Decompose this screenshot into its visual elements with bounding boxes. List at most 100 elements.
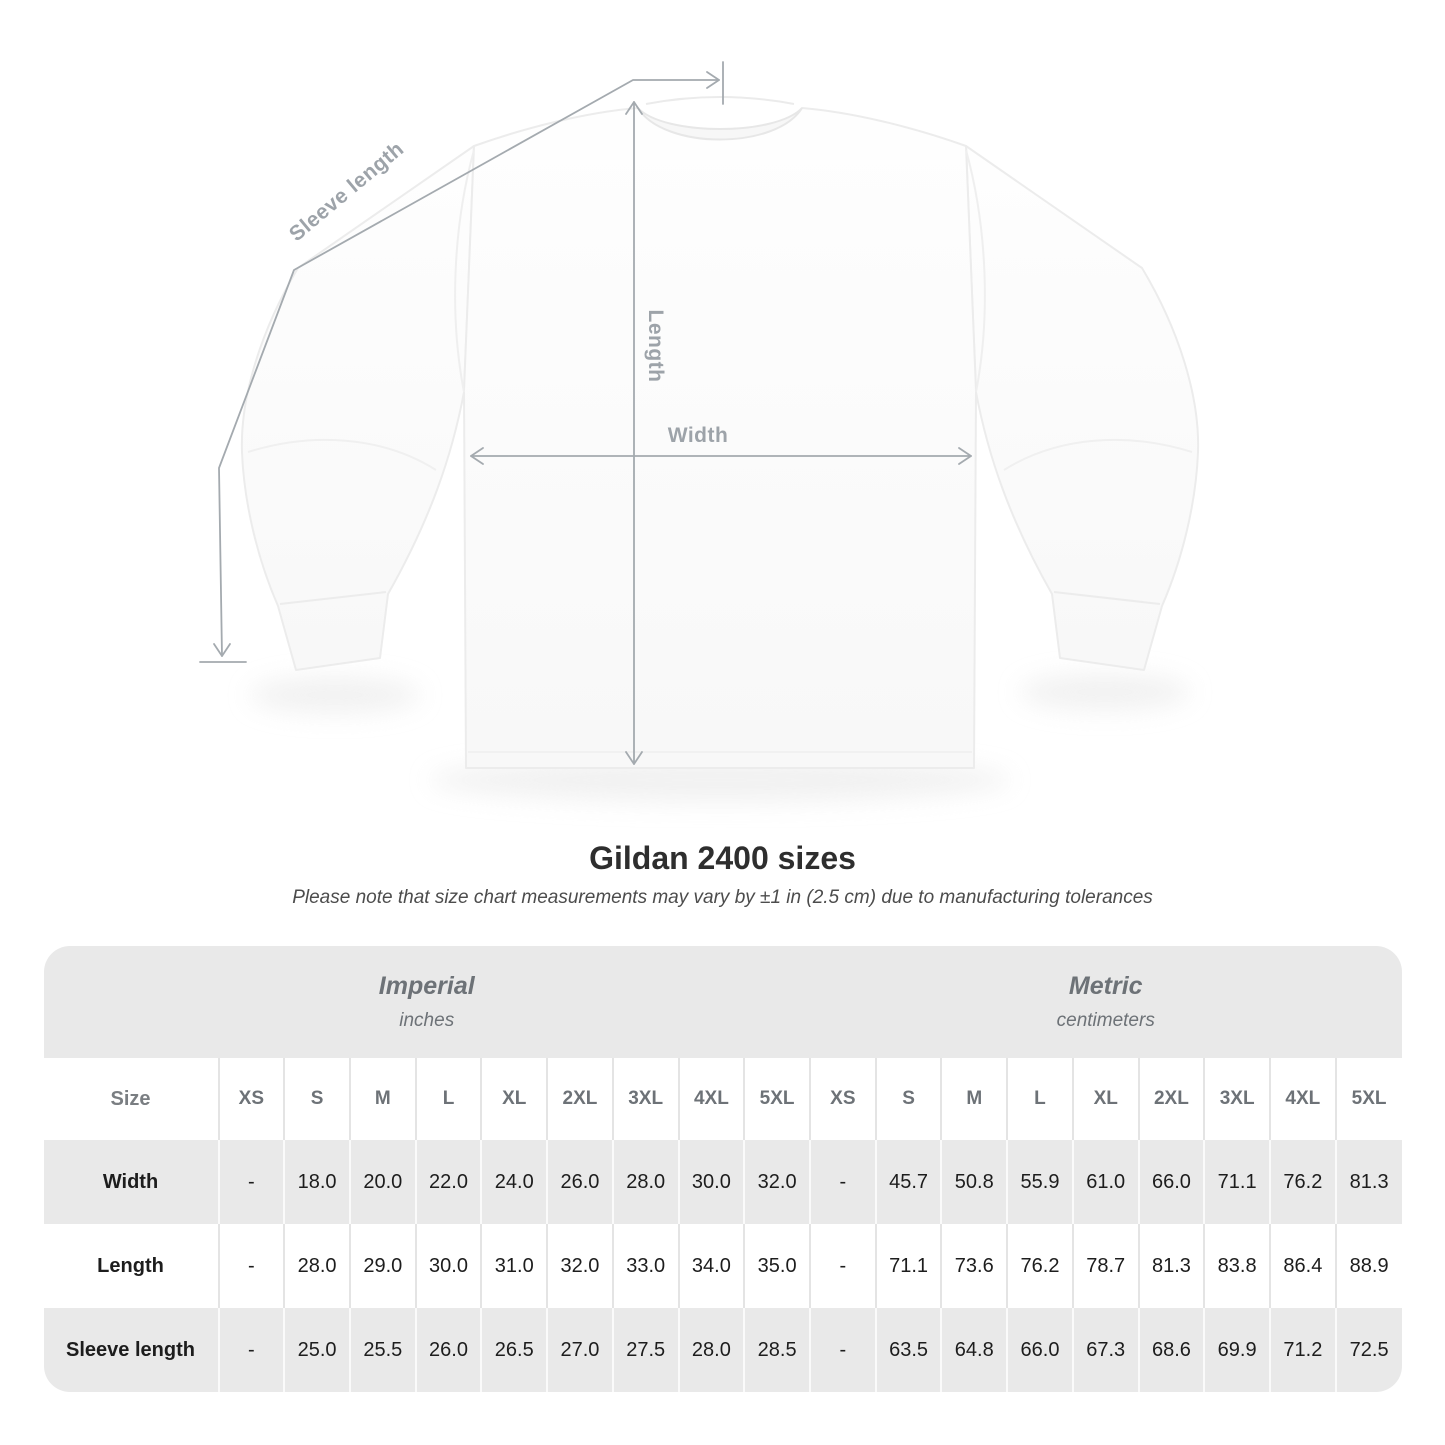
- value-cell: 28.0: [283, 1224, 350, 1308]
- metric-group-header: Metric centimeters: [809, 946, 1402, 1058]
- right-sleeve-fold: [1003, 438, 1193, 471]
- value-cell: 81.3: [1334, 1140, 1402, 1224]
- value-cell: 73.6: [940, 1224, 1008, 1308]
- value-cell: 22.0: [414, 1140, 482, 1224]
- imperial-group-header: Imperial inches: [43, 946, 810, 1058]
- size-header-row: Size XS S M L XL 2XL 3XL 4XL 5XL XS S M …: [43, 1058, 1402, 1140]
- size-header-imperial-3xl: 3XL: [611, 1058, 679, 1140]
- length-row: Length - 28.0 29.0 30.0 31.0 32.0 33.0 3…: [43, 1224, 1402, 1308]
- value-cell: 61.0: [1071, 1140, 1139, 1224]
- sleeve-length-row: Sleeve length - 25.0 25.5 26.0 26.5 27.0…: [43, 1308, 1402, 1392]
- size-header-imperial-4xl: 4XL: [677, 1058, 745, 1140]
- value-cell: 66.0: [1006, 1308, 1073, 1392]
- value-cell: -: [808, 1140, 876, 1224]
- value-cell: 66.0: [1137, 1140, 1205, 1224]
- size-header-metric-4xl: 4XL: [1269, 1058, 1336, 1140]
- value-cell: 27.0: [546, 1308, 613, 1392]
- tolerance-note: Please note that size chart measurements…: [292, 887, 1153, 908]
- size-header-imperial-s: S: [283, 1058, 350, 1140]
- metric-group-unit: centimeters: [1056, 1010, 1155, 1031]
- value-cell: 30.0: [414, 1224, 482, 1308]
- value-cell: 78.7: [1071, 1224, 1139, 1308]
- left-cuff-seam: [279, 591, 387, 605]
- value-cell: 25.5: [348, 1308, 416, 1392]
- value-cell: 20.0: [348, 1140, 416, 1224]
- shirt-illustration: [199, 61, 1200, 802]
- width-arrow: [470, 447, 972, 465]
- value-cell: 24.0: [480, 1140, 548, 1224]
- length-measure-label: Length: [644, 309, 667, 383]
- size-header-imperial-xs: XS: [217, 1058, 285, 1140]
- row-label-length: Length: [43, 1224, 219, 1308]
- value-cell: 71.1: [874, 1224, 942, 1308]
- size-header-metric-5xl: 5XL: [1334, 1058, 1402, 1140]
- right-armhole-seam: [965, 149, 986, 393]
- value-cell: 81.3: [1137, 1224, 1205, 1308]
- size-header-metric-xl: XL: [1071, 1058, 1139, 1140]
- value-cell: 34.0: [677, 1224, 745, 1308]
- size-chart-table: Imperial inches Metric centimeters Size …: [43, 946, 1402, 1392]
- value-cell: 32.0: [546, 1224, 613, 1308]
- value-cell: 50.8: [940, 1140, 1008, 1224]
- length-arrow: [625, 101, 643, 765]
- shirt-measurement-diagram: Sleeve length Length Width: [199, 61, 1200, 802]
- value-cell: 45.7: [874, 1140, 942, 1224]
- row-label-width: Width: [43, 1140, 219, 1224]
- value-cell: 63.5: [874, 1308, 942, 1392]
- value-cell: 32.0: [743, 1140, 810, 1224]
- value-cell: 72.5: [1334, 1308, 1402, 1392]
- value-cell: 68.6: [1137, 1308, 1205, 1392]
- size-header-imperial-2xl: 2XL: [546, 1058, 613, 1140]
- value-cell: 28.0: [611, 1140, 679, 1224]
- value-cell: -: [217, 1308, 285, 1392]
- value-cell: -: [808, 1308, 876, 1392]
- value-cell: 64.8: [940, 1308, 1008, 1392]
- shirt-collar-back: [645, 96, 795, 105]
- imperial-group-unit: inches: [399, 1010, 455, 1031]
- value-cell: 55.9: [1006, 1140, 1073, 1224]
- value-cell: 27.5: [611, 1308, 679, 1392]
- value-cell: 76.2: [1006, 1224, 1073, 1308]
- value-cell: 26.0: [546, 1140, 613, 1224]
- value-cell: 31.0: [480, 1224, 548, 1308]
- value-cell: 28.5: [743, 1308, 810, 1392]
- value-cell: 26.0: [414, 1308, 482, 1392]
- value-cell: 25.0: [283, 1308, 350, 1392]
- size-header-metric-xs: XS: [808, 1058, 876, 1140]
- size-header-metric-l: L: [1006, 1058, 1073, 1140]
- size-header-metric-3xl: 3XL: [1203, 1058, 1270, 1140]
- value-cell: -: [808, 1224, 876, 1308]
- width-measure-label: Width: [667, 424, 729, 447]
- imperial-group-title: Imperial: [378, 972, 475, 1000]
- shirt-collar-band: [637, 107, 803, 141]
- size-header-metric-s: S: [874, 1058, 942, 1140]
- value-cell: -: [217, 1224, 285, 1308]
- size-header-imperial-m: M: [348, 1058, 416, 1140]
- value-cell: 83.8: [1203, 1224, 1270, 1308]
- value-cell: -: [217, 1140, 285, 1224]
- unit-group-row: Imperial inches Metric centimeters: [43, 946, 1402, 1058]
- left-armhole-seam: [454, 149, 475, 393]
- value-cell: 26.5: [480, 1308, 548, 1392]
- page-title: Gildan 2400 sizes: [589, 840, 856, 876]
- size-header-imperial-l: L: [414, 1058, 482, 1140]
- value-cell: 29.0: [348, 1224, 416, 1308]
- size-header-metric-2xl: 2XL: [1137, 1058, 1205, 1140]
- right-cuff-seam: [1053, 591, 1161, 605]
- value-cell: 76.2: [1269, 1140, 1336, 1224]
- width-row: Width - 18.0 20.0 22.0 24.0 26.0 28.0 30…: [43, 1140, 1402, 1224]
- value-cell: 71.2: [1269, 1308, 1336, 1392]
- value-cell: 35.0: [743, 1224, 810, 1308]
- left-sleeve-fold: [247, 438, 437, 471]
- shirt-right-sleeve: [965, 145, 1200, 671]
- value-cell: 88.9: [1334, 1224, 1402, 1308]
- metric-group-title: Metric: [1068, 972, 1143, 1000]
- shirt-left-sleeve: [240, 145, 475, 671]
- value-cell: 18.0: [283, 1140, 350, 1224]
- value-cell: 67.3: [1071, 1308, 1139, 1392]
- value-cell: 69.9: [1203, 1308, 1270, 1392]
- size-header-imperial-xl: XL: [480, 1058, 548, 1140]
- size-header-imperial-5xl: 5XL: [743, 1058, 810, 1140]
- sleeve-length-arrow: [199, 61, 724, 663]
